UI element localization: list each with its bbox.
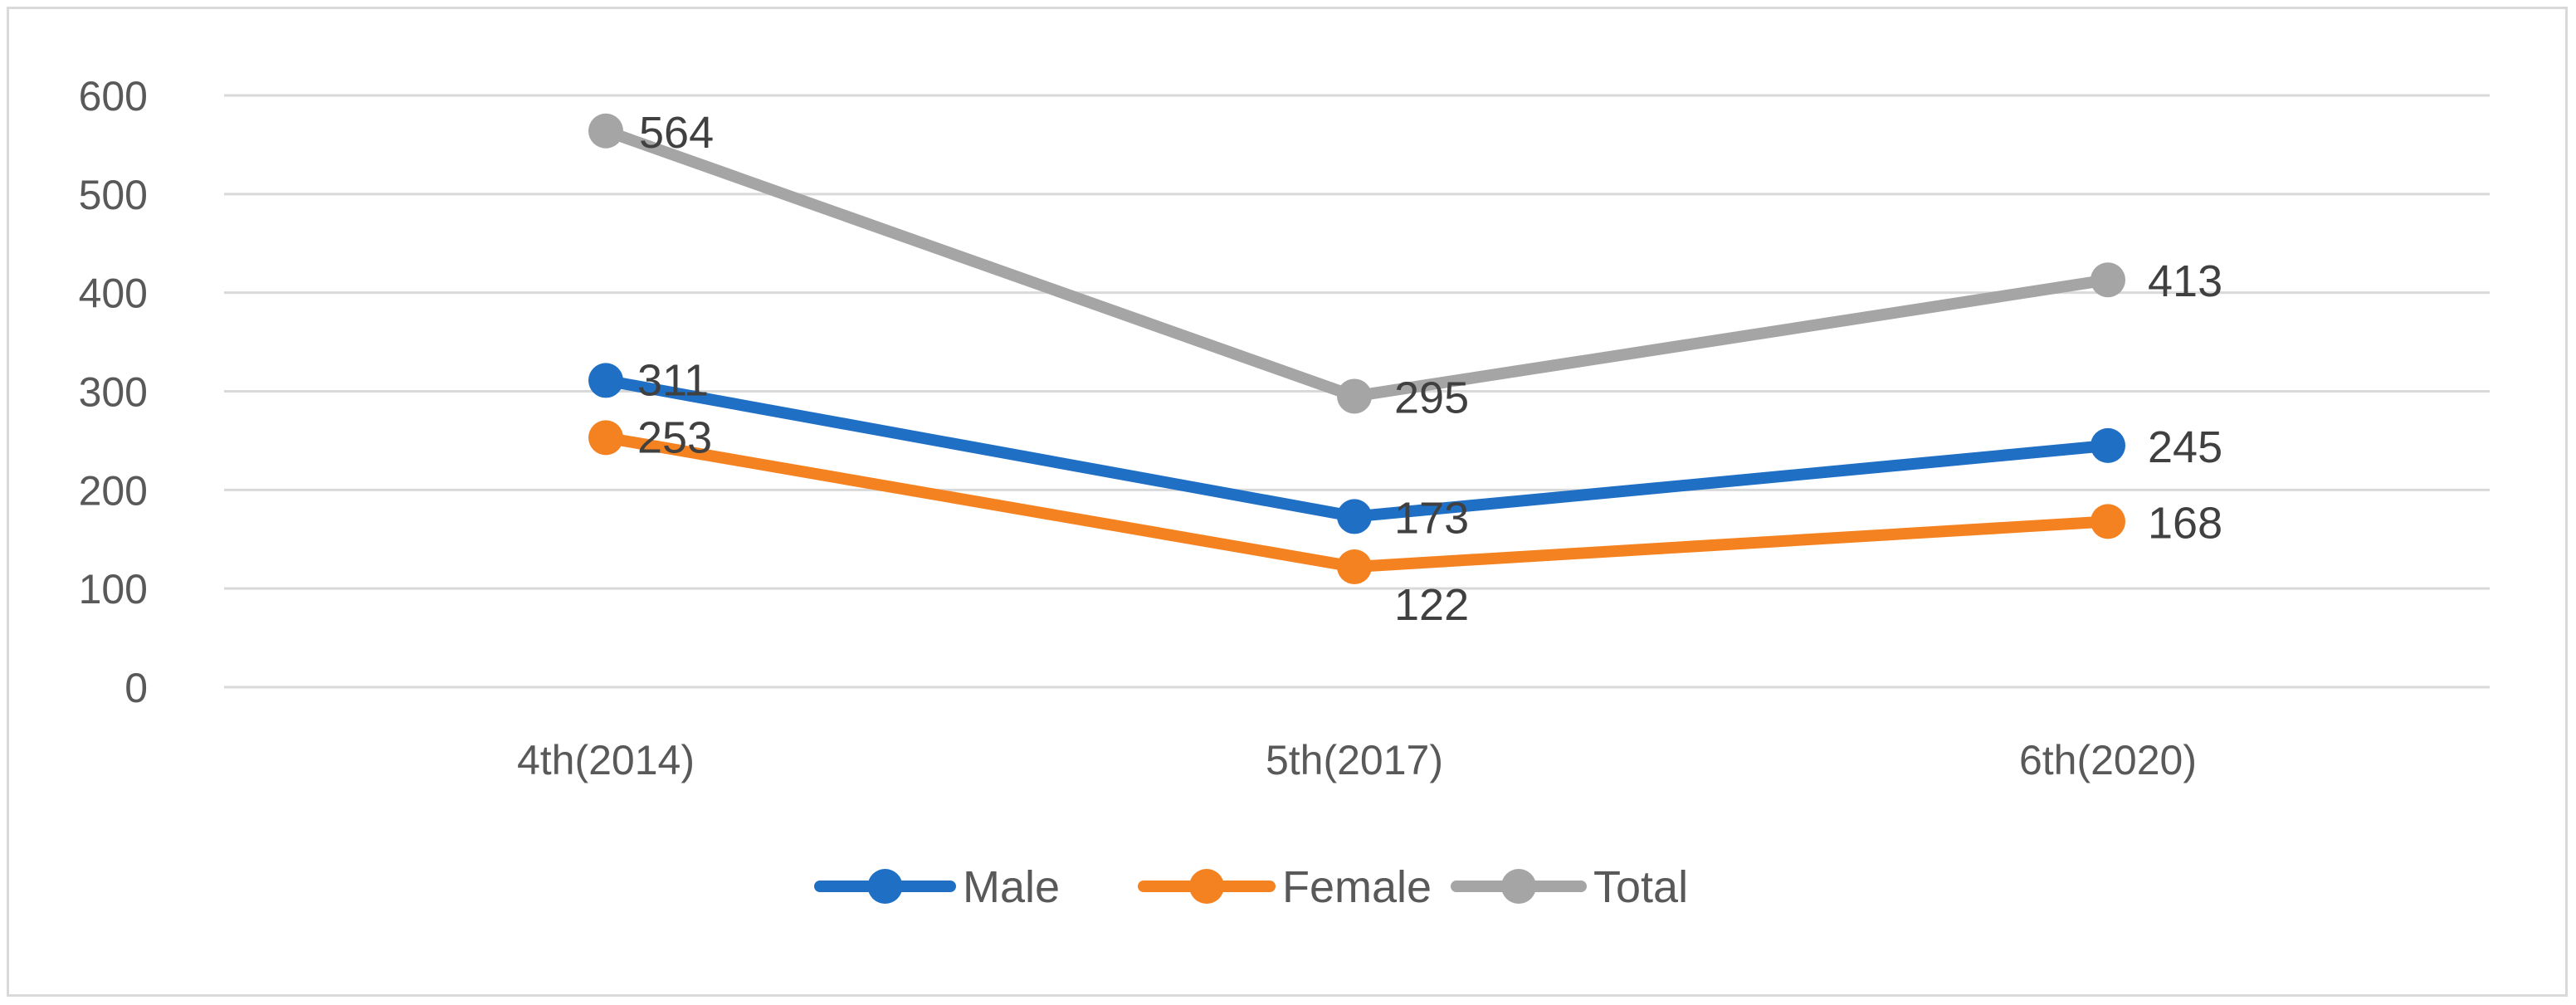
y-tick-label-400: 400 <box>79 271 148 317</box>
marker-total-2 <box>1337 378 1372 414</box>
data-label-male-2: 173 <box>1394 493 1469 543</box>
data-label-total-2: 295 <box>1394 373 1469 422</box>
series-line-total <box>600 124 2114 402</box>
marker-male-3 <box>2091 427 2125 463</box>
marker-male-1 <box>588 363 623 398</box>
y-axis-tick-labels: 0 100 200 300 400 500 600 <box>79 73 148 711</box>
y-tick-label-600: 600 <box>79 73 148 120</box>
marker-male-2 <box>1337 499 1372 534</box>
y-tick-label-200: 200 <box>79 467 148 514</box>
series-markers <box>588 113 2125 585</box>
gridlines <box>224 94 2490 689</box>
data-label-total-1: 564 <box>639 108 714 158</box>
data-label-female-3: 168 <box>2148 498 2222 548</box>
x-axis-tick-labels: 4th(2014) 5th(2017) 6th(2020) <box>517 737 2197 783</box>
legend-marker-total <box>1501 869 1536 904</box>
y-tick-label-300: 300 <box>79 369 148 416</box>
marker-female-2 <box>1337 549 1372 585</box>
data-label-male-1: 311 <box>637 355 709 405</box>
legend-marker-male <box>867 869 903 904</box>
legend-label-male: Male <box>963 862 1060 912</box>
y-tick-label-100: 100 <box>79 566 148 612</box>
legend-label-total: Total <box>1593 862 1688 912</box>
data-labels: 311 173 245 253 122 168 564 295 413 <box>637 108 2222 630</box>
data-label-total-3: 413 <box>2148 256 2222 306</box>
marker-total-3 <box>2091 262 2125 298</box>
data-label-female-2: 122 <box>1394 580 1469 630</box>
y-tick-label-500: 500 <box>79 172 148 218</box>
marker-total-1 <box>588 113 623 149</box>
data-label-male-3: 245 <box>2148 422 2222 472</box>
legend-marker-female <box>1189 869 1224 904</box>
marker-female-3 <box>2091 504 2125 539</box>
marker-female-1 <box>588 420 623 456</box>
x-tick-label-1: 4th(2014) <box>517 737 695 783</box>
legend-label-female: Female <box>1282 862 1432 912</box>
data-label-female-1: 253 <box>637 412 712 462</box>
legend: Male Female Total <box>814 862 1688 912</box>
y-tick-label-0: 0 <box>124 665 148 711</box>
x-tick-label-2: 5th(2017) <box>1266 737 1443 783</box>
x-tick-label-3: 6th(2020) <box>2019 737 2197 783</box>
